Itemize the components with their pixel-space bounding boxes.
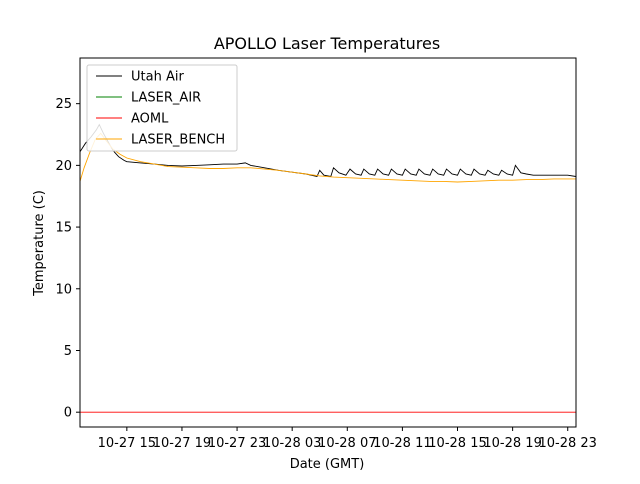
chart-title: APOLLO Laser Temperatures [214, 34, 440, 53]
x-tick-label: 10-28 23 [539, 436, 597, 451]
x-tick-label: 10-28 19 [483, 436, 541, 451]
x-tick-label: 10-28 03 [263, 436, 321, 451]
series-line-laser-bench [80, 132, 576, 183]
y-tick-label: 0 [64, 406, 72, 421]
legend-box [86, 64, 238, 152]
y-tick-label: 15 [55, 221, 72, 236]
y-tick-label: 25 [55, 97, 72, 112]
legend-label: AOML [131, 112, 169, 127]
y-axis: 0 5 10 15 20 25 [55, 97, 80, 421]
x-tick-label: 10-27 19 [153, 436, 211, 451]
y-tick-label: 20 [55, 159, 72, 174]
y-tick-label: 10 [55, 282, 72, 297]
legend: Utah Air LASER_AIR AOML LASER_BENCH [86, 64, 238, 152]
x-tick-label: 10-27 15 [98, 436, 156, 451]
legend-label: LASER_AIR [131, 91, 201, 106]
x-tick-label: 10-28 15 [428, 436, 486, 451]
x-tick-label: 10-27 23 [208, 436, 266, 451]
x-axis-label: Date (GMT) [290, 457, 365, 472]
y-axis-label: Temperature (C) [32, 190, 47, 297]
plot-frame [79, 57, 577, 428]
y-tick-label: 5 [64, 344, 72, 359]
legend-label: Utah Air [131, 70, 184, 85]
series-layer [80, 123, 576, 413]
legend-label: LASER_BENCH [131, 133, 225, 148]
x-tick-label: 10-28 11 [373, 436, 431, 451]
x-tick-label: 10-28 07 [318, 436, 376, 451]
